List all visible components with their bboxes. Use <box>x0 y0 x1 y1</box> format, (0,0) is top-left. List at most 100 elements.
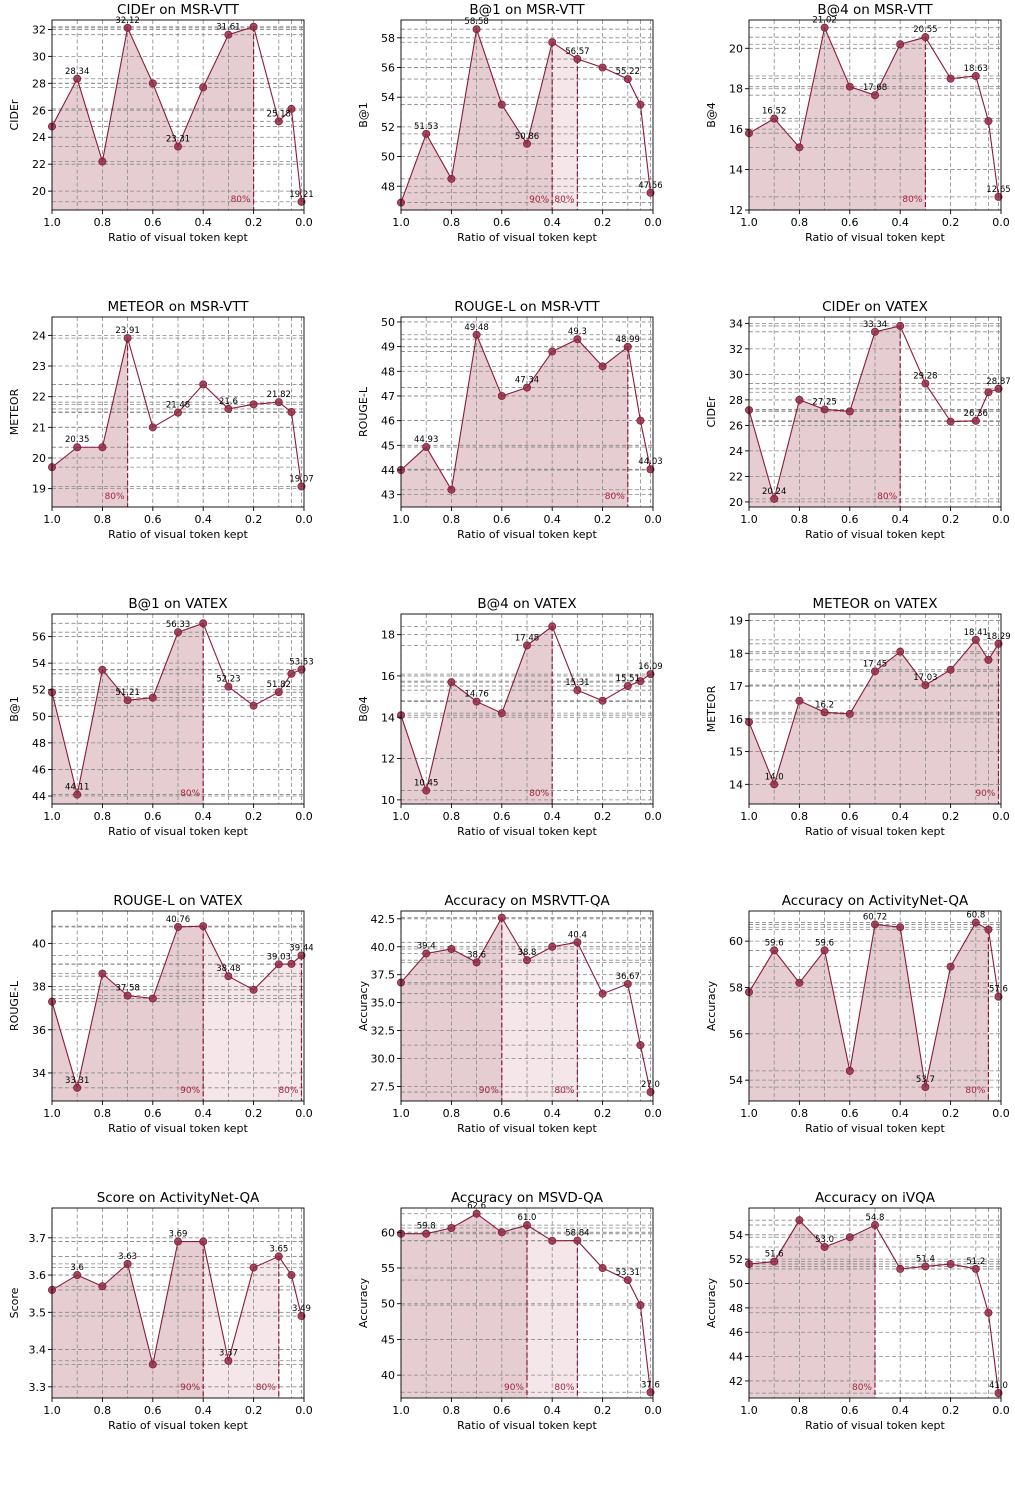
y-tick-label: 38 <box>32 981 46 994</box>
plot-frame <box>51 910 305 1102</box>
data-point <box>98 157 107 166</box>
data-point <box>497 709 506 718</box>
data-point <box>148 994 157 1003</box>
chart-title: B@1 on VATEX <box>128 596 227 612</box>
shaded-area <box>52 926 204 1101</box>
data-label: 58.58 <box>464 17 488 27</box>
chart-panel: 80% 44.93 49.48 47.34 49.3 48.99 44.03 43 44 45 46… <box>349 297 687 594</box>
data-point <box>994 384 1003 393</box>
chart-title: B@4 on VATEX <box>477 596 576 612</box>
y-tick-label: 17 <box>729 680 743 693</box>
data-point <box>623 1276 632 1285</box>
data-point <box>598 1264 607 1273</box>
data-point <box>472 25 481 34</box>
x-tick-label: 0.6 <box>493 513 511 526</box>
y-tick-label: 52 <box>381 121 395 134</box>
data-label: 39.03 <box>267 952 291 962</box>
data-point <box>646 465 655 474</box>
data-label: 27.25 <box>812 397 836 407</box>
plot-frame <box>400 1207 654 1399</box>
chart-title: ROUGE-L on MSR-VTT <box>454 299 600 315</box>
data-label: 31.61 <box>216 23 240 33</box>
data-point <box>522 139 531 148</box>
data-label: 44.93 <box>414 435 438 445</box>
chart-panel: 90% 80% 3.6 3.63 3.69 3.37 3.65 3.49 3.3 3.4 3.5 3.… <box>0 1188 338 1485</box>
y-tick-label: 14 <box>729 164 743 177</box>
data-point <box>249 22 258 31</box>
data-point <box>522 956 531 965</box>
chart-panel: 80% 28.34 32.12 23.31 31.61 25.18 19.21 20 22 24 2… <box>0 0 338 297</box>
data-point <box>795 696 804 705</box>
y-tick-label: 15 <box>729 746 743 759</box>
threshold-label: 80% <box>529 789 549 799</box>
x-tick-label: 0.8 <box>443 810 461 823</box>
x-tick-label: 0.2 <box>245 1404 263 1417</box>
x-axis-label: Ratio of visual token kept <box>108 231 248 244</box>
data-point <box>770 114 779 123</box>
data-point <box>870 667 879 676</box>
data-label: 57.6 <box>989 985 1008 995</box>
y-tick-label: 55 <box>381 1262 395 1275</box>
data-point <box>472 697 481 706</box>
data-point <box>148 423 157 432</box>
data-label: 53.31 <box>616 1268 640 1278</box>
chart-panel: 90% 80% 33.31 37.58 40.76 38.48 39.03 39.44 34 36… <box>0 891 338 1188</box>
x-axis-label: Ratio of visual token kept <box>805 231 945 244</box>
series-line <box>748 25 1000 197</box>
y-tick-label: 26 <box>32 104 46 117</box>
threshold-label: 90% <box>180 1383 200 1393</box>
x-tick-label: 0.8 <box>443 1107 461 1120</box>
data-label: 21.48 <box>166 401 190 411</box>
data-label: 27.0 <box>641 1080 660 1090</box>
x-tick-label: 1.0 <box>43 1404 61 1417</box>
data-point <box>123 334 132 343</box>
data-point <box>820 405 829 414</box>
series-line <box>748 325 999 501</box>
data-point <box>770 1257 779 1266</box>
data-point <box>287 959 296 968</box>
x-tick-label: 0.6 <box>144 810 162 823</box>
data-label: 28.34 <box>65 67 89 77</box>
data-label: 60.8 <box>966 911 985 921</box>
threshold-label: 80% <box>256 1383 276 1393</box>
x-tick-label: 0.0 <box>644 1404 662 1417</box>
y-tick-label: 58 <box>729 981 743 994</box>
y-tick-label: 54 <box>381 91 395 104</box>
data-label: 37.58 <box>115 984 139 994</box>
data-point <box>946 74 955 83</box>
y-tick-label: 50 <box>381 1298 395 1311</box>
x-tick-label: 0.8 <box>94 513 112 526</box>
y-tick-label: 3.6 <box>29 1269 47 1282</box>
x-tick-label: 1.0 <box>43 216 61 229</box>
chart-panel: 90% 14.0 16.2 17.45 17.03 18.41 18.29 14 15 16 17 1… <box>697 594 1015 891</box>
data-label: 15.51 <box>616 674 640 684</box>
y-tick-label: 36 <box>32 1024 46 1037</box>
x-tick-label: 0.2 <box>245 216 263 229</box>
data-point <box>472 958 481 967</box>
threshold-label: 90% <box>975 789 995 799</box>
data-point <box>173 142 182 151</box>
x-tick-label: 0.6 <box>841 216 859 229</box>
threshold-label: 80% <box>554 1383 574 1393</box>
y-tick-label: 14 <box>381 711 395 724</box>
threshold-label: 80% <box>852 1383 872 1393</box>
y-tick-label: 48 <box>32 737 46 750</box>
chart-panel: 80% 20.35 23.91 21.48 21.6 21.82 19.07 19 20 21 22… <box>0 297 338 594</box>
data-label: 17.68 <box>863 83 887 93</box>
y-tick-label: 3.4 <box>29 1344 47 1357</box>
data-point <box>274 960 283 969</box>
threshold-label: 90% <box>529 195 549 205</box>
y-tick-label: 24 <box>32 329 46 342</box>
x-tick-label: 0.6 <box>144 513 162 526</box>
y-tick-label: 56 <box>32 631 46 644</box>
x-tick-label: 0.8 <box>94 810 112 823</box>
x-tick-label: 0.8 <box>791 216 809 229</box>
data-label: 20.35 <box>65 435 89 445</box>
data-point <box>123 696 132 705</box>
x-tick-label: 1.0 <box>43 513 61 526</box>
x-tick-label: 1.0 <box>392 810 410 823</box>
x-axis-label: Ratio of visual token kept <box>805 1122 945 1135</box>
chart-grid: 80% 28.34 32.12 23.31 31.61 25.18 19.21 20 22 24 2… <box>0 0 1015 1432</box>
y-tick-label: 46 <box>32 763 46 776</box>
data-label: 53.53 <box>289 657 313 667</box>
